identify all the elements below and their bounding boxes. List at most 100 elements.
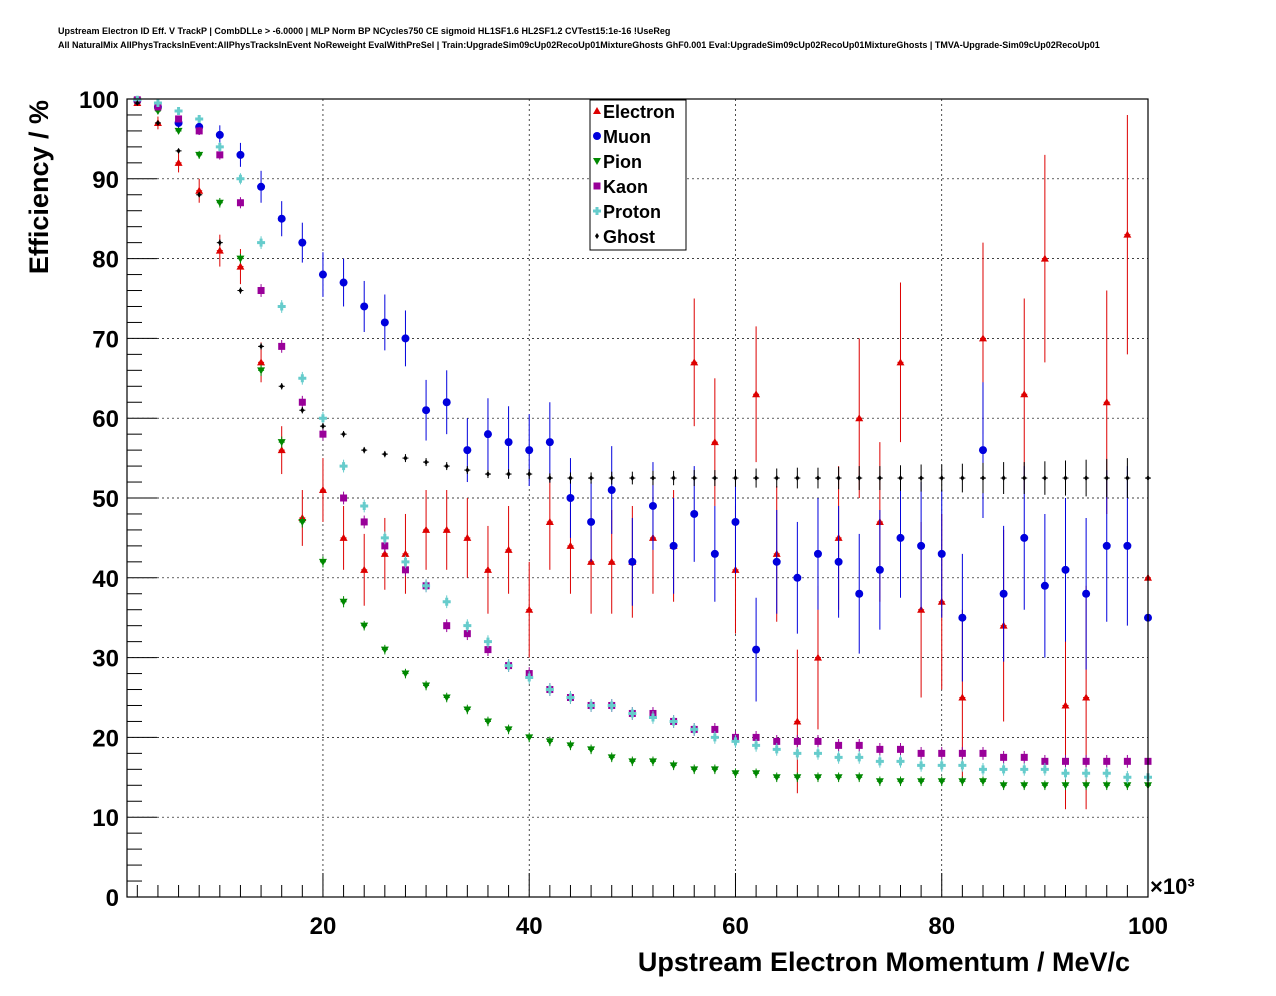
point-pion — [174, 127, 183, 135]
point-proton — [422, 581, 431, 590]
point-kaon — [752, 733, 760, 741]
point-ghost — [300, 407, 305, 414]
point-muon — [298, 238, 307, 247]
x-tick-label: 80 — [928, 913, 955, 940]
point-ghost — [980, 475, 985, 482]
point-proton — [257, 238, 266, 247]
point-muon — [752, 645, 761, 654]
point-electron — [710, 438, 719, 446]
point-proton — [875, 757, 884, 766]
point-electron — [504, 545, 513, 553]
point-pion — [690, 766, 699, 774]
point-kaon — [236, 199, 244, 207]
y-tick-label: 30 — [92, 646, 119, 673]
point-pion — [339, 598, 348, 606]
point-kaon — [360, 518, 368, 526]
point-proton — [731, 737, 740, 746]
point-kaon — [876, 745, 884, 753]
point-muon — [710, 549, 719, 558]
point-pion — [422, 682, 431, 690]
y-tick-label: 20 — [92, 725, 119, 752]
point-muon — [257, 182, 266, 191]
point-pion — [566, 742, 575, 750]
point-electron — [1061, 701, 1070, 709]
point-muon — [875, 565, 884, 574]
point-ghost — [692, 475, 697, 482]
point-ghost — [155, 119, 160, 126]
point-muon — [401, 334, 410, 343]
y-tick-label: 90 — [92, 167, 119, 194]
point-muon — [545, 438, 554, 447]
point-proton — [834, 753, 843, 762]
point-pion — [1123, 782, 1132, 790]
point-proton — [937, 761, 946, 770]
point-electron — [380, 549, 389, 557]
point-ghost — [568, 475, 573, 482]
point-electron — [958, 693, 967, 701]
point-proton — [813, 749, 822, 758]
point-proton — [1123, 773, 1132, 782]
point-muon — [360, 302, 369, 311]
point-ghost — [630, 475, 635, 482]
point-ghost — [403, 455, 408, 462]
point-pion — [855, 774, 864, 782]
point-kaon — [1000, 753, 1008, 761]
point-muon — [566, 494, 575, 502]
series-ghost — [134, 99, 1151, 498]
point-electron — [1082, 693, 1091, 701]
point-ghost — [217, 239, 222, 246]
point-electron — [978, 334, 987, 342]
axes: 20 40 60 80 100 0 10 20 30 40 50 60 70 80 90 100 — [79, 87, 1168, 940]
point-proton — [628, 709, 637, 718]
x-tick-label: 20 — [310, 913, 337, 940]
point-pion — [896, 778, 905, 786]
point-pion — [752, 770, 761, 778]
point-muon — [483, 430, 492, 439]
point-electron — [236, 262, 245, 270]
x-axis-multiplier: ×10³ — [1150, 874, 1195, 899]
point-muon — [958, 613, 967, 622]
point-electron — [195, 186, 204, 194]
point-kaon — [1123, 757, 1131, 765]
point-electron — [339, 533, 348, 541]
point-muon — [648, 501, 657, 510]
point-pion — [525, 734, 534, 742]
legend-marker-kaon — [593, 182, 601, 190]
point-electron — [896, 358, 905, 366]
point-electron — [813, 653, 822, 661]
point-proton — [1020, 765, 1029, 774]
point-proton — [999, 765, 1008, 774]
y-tick-label: 70 — [92, 326, 119, 353]
point-proton — [174, 106, 183, 115]
point-ghost — [589, 475, 594, 482]
point-ghost — [362, 447, 367, 454]
point-kaon — [835, 741, 843, 749]
point-pion — [442, 694, 451, 702]
point-ghost — [259, 343, 264, 350]
point-electron — [277, 446, 286, 454]
point-proton — [380, 533, 389, 542]
point-ghost — [939, 475, 944, 482]
point-ghost — [444, 463, 449, 470]
point-ghost — [135, 99, 140, 106]
point-muon — [525, 446, 534, 455]
point-proton — [978, 765, 987, 774]
x-tick-label: 100 — [1128, 913, 1168, 940]
point-proton — [298, 374, 307, 383]
point-kaon — [711, 725, 719, 733]
point-muon — [917, 541, 926, 550]
point-proton — [483, 637, 492, 646]
point-muon — [855, 589, 864, 598]
point-muon — [1020, 533, 1029, 542]
point-proton — [339, 462, 348, 471]
point-muon — [669, 541, 678, 550]
point-kaon — [443, 622, 451, 630]
point-ghost — [712, 475, 717, 482]
point-kaon — [257, 287, 265, 295]
point-pion — [401, 670, 410, 678]
point-muon — [1102, 541, 1111, 550]
point-ghost — [960, 475, 965, 482]
point-ghost — [898, 475, 903, 482]
point-proton — [917, 761, 926, 770]
point-kaon — [381, 542, 389, 550]
